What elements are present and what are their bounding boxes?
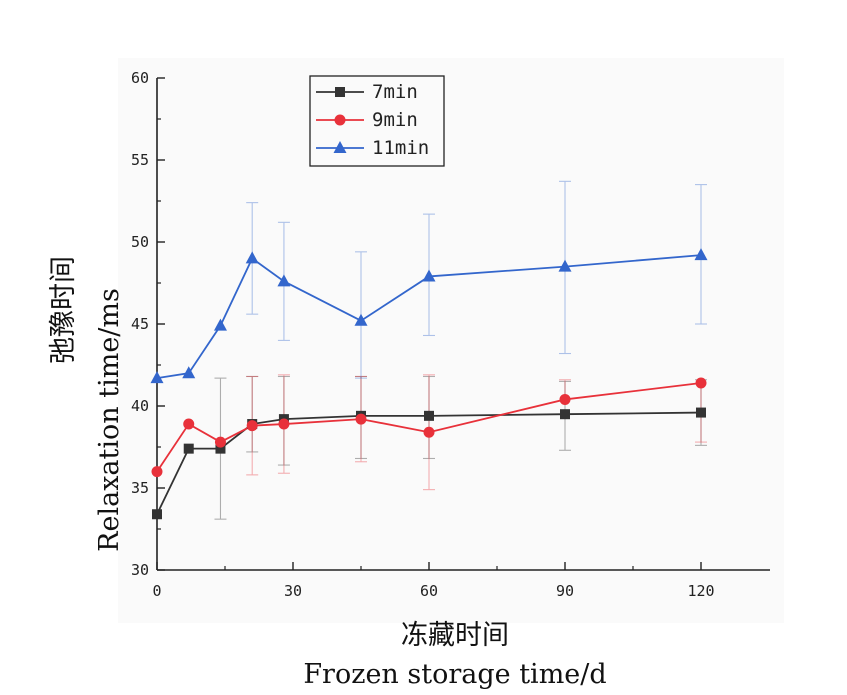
data-point-9min <box>559 393 571 405</box>
plot-background <box>118 58 784 623</box>
data-point-11min <box>182 366 196 379</box>
data-point-9min <box>214 436 226 448</box>
x-tick-label: 90 <box>556 582 574 600</box>
y-tick-label: 40 <box>131 397 149 415</box>
data-point-9min <box>355 413 367 425</box>
data-point-9min <box>183 418 195 430</box>
data-point-7min <box>215 443 226 454</box>
data-point-7min <box>560 409 570 420</box>
legend-label: 7min <box>372 81 418 103</box>
legend-label: 9min <box>372 109 418 131</box>
legend-marker <box>333 141 347 153</box>
legend-box <box>309 75 445 167</box>
data-point-11min <box>558 259 572 272</box>
x-tick-label: 0 <box>152 582 161 600</box>
legend-label: 11min <box>372 137 429 159</box>
data-point-11min <box>354 313 368 326</box>
data-point-11min <box>213 318 227 331</box>
y-tick-label: 50 <box>131 233 149 251</box>
data-point-11min <box>245 251 259 264</box>
data-point-9min <box>246 420 258 432</box>
x-tick-label: 30 <box>284 582 302 600</box>
data-point-7min <box>152 509 162 520</box>
data-point-7min <box>183 443 194 454</box>
legend-marker <box>334 114 346 126</box>
x-tick-label: 120 <box>687 582 714 600</box>
data-point-9min <box>151 466 163 478</box>
data-point-9min <box>423 426 435 438</box>
data-point-11min <box>422 269 436 282</box>
y-axis-title-cn: 弛豫时间 <box>48 256 79 364</box>
error-bar <box>246 375 259 453</box>
data-point-11min <box>277 274 291 287</box>
x-axis-title-cn: 冻藏时间 <box>401 620 509 651</box>
data-point-7min <box>424 410 434 421</box>
x-axis-title-en: Frozen storage time/d <box>303 659 606 690</box>
y-tick-label: 45 <box>131 315 149 333</box>
y-tick-label: 60 <box>131 69 149 87</box>
legend: 7min 9min 11min <box>309 75 445 167</box>
legend-marker <box>335 87 345 97</box>
data-point-9min <box>278 418 290 430</box>
data-point-7min <box>696 407 706 418</box>
data-point-11min <box>694 248 708 261</box>
y-tick-label: 30 <box>131 561 149 579</box>
y-tick-label: 55 <box>131 151 149 169</box>
y-axis-title-en: Relaxation time/ms <box>94 288 125 552</box>
data-point-9min <box>695 377 707 389</box>
data-point-11min <box>150 371 164 384</box>
series-markers <box>150 248 708 520</box>
x-tick-label: 60 <box>420 582 438 600</box>
y-tick-label: 35 <box>131 479 149 497</box>
